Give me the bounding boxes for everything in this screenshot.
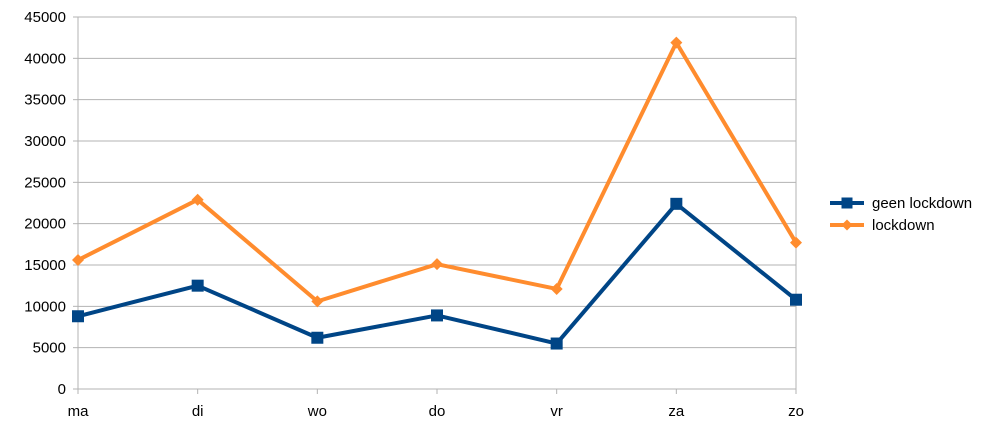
y-tick-labels: 0 5000 10000 15000 20000 25000 30000 35000 40000…	[24, 9, 66, 398]
x-tick-label: do	[429, 403, 446, 420]
series-line	[76, 201, 798, 346]
data-point	[550, 282, 563, 295]
y-tick-label: 30000	[24, 133, 66, 150]
legend-marker	[841, 197, 853, 209]
data-point	[431, 309, 443, 322]
data-point	[550, 337, 563, 350]
y-tick-label: 45000	[24, 9, 66, 26]
axes	[73, 16, 797, 394]
legend-item: geen lockdown	[830, 195, 972, 212]
x-tick-label: za	[668, 403, 685, 420]
y-tick-label: 40000	[24, 50, 66, 67]
y-tick-label: 35000	[24, 92, 66, 109]
data-point	[311, 295, 324, 308]
x-tick-label: vr	[550, 403, 563, 420]
series-lockdown	[72, 36, 802, 308]
x-tick-label: di	[192, 403, 204, 420]
legend-item: lockdown	[830, 217, 935, 234]
legend-label: geen lockdown	[872, 195, 972, 212]
y-tick-label: 20000	[24, 216, 66, 233]
data-point	[790, 236, 802, 249]
data-point	[191, 193, 204, 206]
series-layer	[72, 36, 802, 350]
x-tick-labels: ma di wo do vr za zo	[68, 403, 804, 420]
y-tick-label: 25000	[24, 174, 66, 191]
data-point	[72, 254, 84, 267]
x-tick-label: zo	[788, 403, 804, 420]
data-point	[670, 197, 683, 210]
data-point	[790, 293, 802, 306]
data-point	[431, 258, 443, 271]
data-point	[311, 331, 324, 344]
legend-marker	[841, 219, 853, 231]
y-tick-label: 10000	[24, 298, 66, 315]
data-point	[191, 279, 204, 292]
data-point	[72, 310, 84, 323]
series-geen-lockdown	[72, 197, 802, 350]
gridlines	[78, 16, 797, 390]
y-tick-label: 5000	[33, 340, 66, 357]
legend-label: lockdown	[872, 217, 935, 234]
y-tick-label: 15000	[24, 257, 66, 274]
legend: geen lockdown lockdown	[830, 195, 972, 234]
data-point	[670, 36, 683, 49]
x-tick-label: ma	[68, 403, 89, 420]
y-tick-label: 0	[58, 381, 66, 398]
x-tick-label: wo	[307, 403, 327, 420]
